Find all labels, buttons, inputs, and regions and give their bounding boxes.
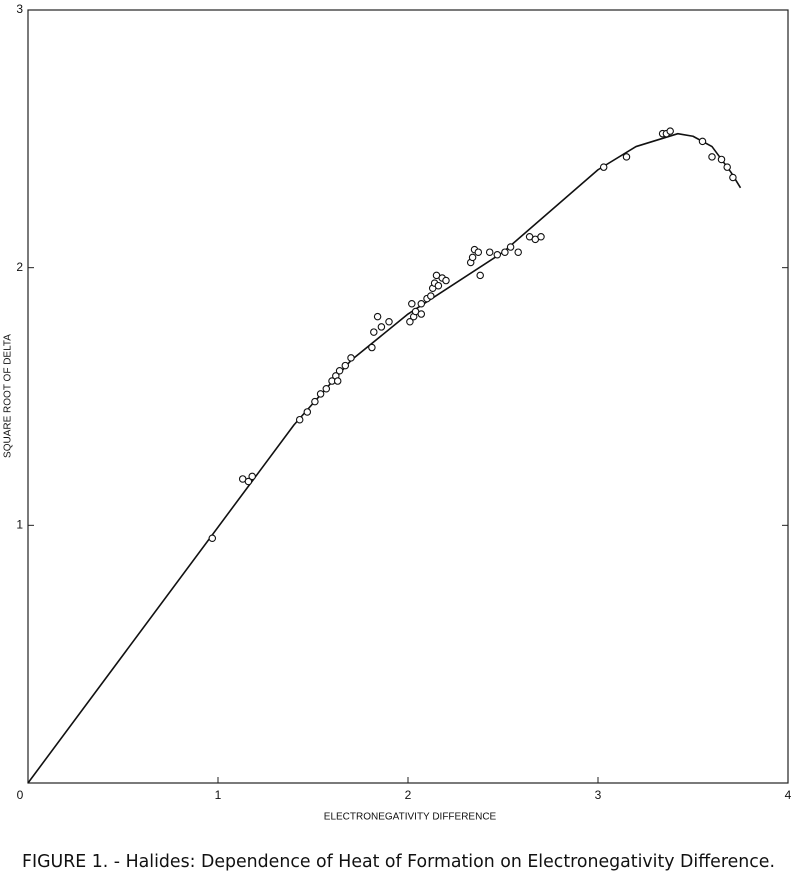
data-point: [377, 323, 386, 331]
data-point: [341, 361, 350, 370]
data-point: [347, 354, 355, 362]
x-tick-label: 3: [595, 788, 602, 802]
data-point: [622, 153, 631, 161]
data-point: [474, 248, 483, 256]
data-point: [408, 299, 416, 308]
data-point: [303, 408, 312, 416]
data-point: [729, 173, 737, 182]
data-point: [506, 243, 515, 251]
y-axis-title: SQUARE ROOT OF DELTA: [3, 334, 14, 458]
x-tick-label: 1: [215, 788, 222, 802]
y-tick-label: 1: [16, 518, 23, 532]
data-point: [370, 328, 378, 336]
y-tick-label: 2: [16, 260, 23, 274]
x-tick-label: 4: [785, 788, 792, 802]
data-point: [248, 472, 256, 481]
data-point: [373, 312, 382, 321]
plot-frame: [27, 9, 789, 784]
data-point: [723, 163, 731, 171]
figure-caption: FIGURE 1. - Halides: Dependence of Heat …: [22, 851, 775, 872]
data-point: [385, 318, 393, 326]
data-point: [514, 248, 522, 256]
data-point: [717, 155, 726, 164]
data-point: [537, 232, 545, 241]
data-point: [295, 415, 304, 424]
data-point: [485, 248, 494, 256]
data-point: [501, 248, 509, 256]
data-point: [468, 253, 477, 262]
data-point: [316, 390, 325, 398]
data-point: [442, 276, 450, 285]
data-point: [434, 281, 443, 290]
data-point: [417, 310, 426, 318]
data-point: [708, 153, 716, 161]
data-point: [698, 137, 707, 146]
data-point: [244, 477, 253, 486]
data-point: [599, 163, 608, 171]
data-point: [427, 292, 435, 300]
data-point: [322, 385, 331, 393]
data-point: [368, 343, 376, 352]
data-point: [333, 377, 342, 385]
data-point: [666, 127, 674, 135]
data-point: [208, 534, 217, 542]
data-point: [476, 271, 484, 280]
data-point: [406, 318, 414, 326]
fit-curve: [27, 132, 742, 784]
y-tick-label: 3: [16, 2, 23, 16]
data-point: [417, 299, 426, 308]
x-tick-label: 2: [405, 788, 412, 802]
data-point: [335, 366, 344, 375]
data-point: [493, 251, 502, 259]
x-tick-label: 0: [17, 788, 24, 802]
x-axis-title: ELECTRONEGATIVITY DIFFERENCE: [324, 812, 497, 823]
data-point: [311, 397, 319, 406]
